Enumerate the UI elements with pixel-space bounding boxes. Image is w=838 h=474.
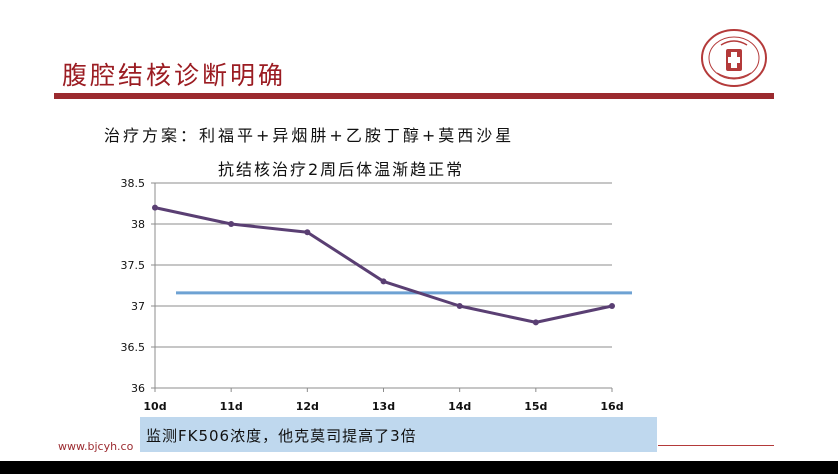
data-point <box>304 229 311 236</box>
hospital-logo <box>699 27 769 89</box>
x-tick-label: 15d <box>524 400 547 413</box>
data-point <box>228 221 235 227</box>
y-tick-label: 37 <box>131 300 145 313</box>
fk506-note-box: 监测FK506浓度，他克莫司提高了3倍 <box>140 417 657 452</box>
axes <box>151 182 613 392</box>
footer-divider <box>658 445 774 446</box>
x-tick-label: 11d <box>220 400 243 413</box>
tick-labels: 36 36.5 37 37.5 38 38.5 10d 11d 12d 13d 14d 15d 16d <box>121 177 624 413</box>
x-tick-label: 12d <box>296 400 319 413</box>
y-tick-label: 38 <box>131 218 145 231</box>
series-line-group <box>152 204 615 326</box>
x-tick-label: 14d <box>448 400 471 413</box>
y-tick-label: 37.5 <box>121 259 146 272</box>
title-divider <box>54 93 774 99</box>
data-point <box>609 303 615 309</box>
data-point <box>532 319 539 326</box>
chart-title: 抗结核治疗2周后体温渐趋正常 <box>218 160 465 179</box>
bottom-band <box>0 461 838 474</box>
data-point <box>456 303 463 309</box>
x-tick-label: 10d <box>143 400 166 413</box>
treatment-plan-text: 治疗方案：利福平+异烟肼+乙胺丁醇+莫西沙星 <box>104 126 515 145</box>
footer-url: www.bjcyh.co <box>58 440 134 453</box>
x-tick-label: 16d <box>600 400 623 413</box>
fk506-note-text: 监测FK506浓度，他克莫司提高了3倍 <box>146 427 417 445</box>
x-tick-label: 13d <box>372 400 395 413</box>
y-tick-label: 36 <box>131 382 145 395</box>
gridlines <box>155 182 612 389</box>
data-point <box>380 278 387 285</box>
data-point <box>152 204 158 211</box>
slide-title: 腹腔结核诊断明确 <box>62 61 287 90</box>
y-tick-label: 36.5 <box>121 341 146 354</box>
y-tick-label: 38.5 <box>121 177 146 190</box>
